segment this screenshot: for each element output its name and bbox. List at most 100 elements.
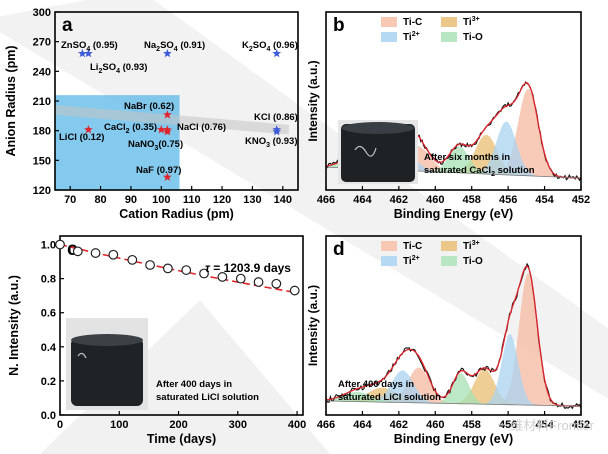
x-tick-label: 456 [499,419,517,431]
x-tick-label: 466 [317,419,335,431]
x-tick-label: 140 [274,194,292,206]
x-tick-label: 70 [64,194,76,206]
legend-swatch [441,32,457,42]
y-tick-label: 210 [33,96,51,108]
legend-label: Ti2+ [403,255,420,267]
x-tick-label: 110 [183,194,201,206]
y-axis-label: Intensity (a.u.) [306,285,320,366]
vial-image [71,338,143,406]
x-tick-label: 462 [390,419,408,431]
y-tick-label: 150 [33,155,51,167]
fit-envelope [325,265,581,407]
y-tick-label: 120 [33,185,51,197]
x-tick-label: 458 [463,419,481,431]
x-tick-label: 80 [94,194,106,206]
data-point [253,277,264,287]
x-tick-label: 100 [152,194,170,206]
y-axis-label: N. Intensity (a.u.) [7,275,21,376]
legend-label: Ti2+ [403,31,420,43]
x-tick-label: 454 [535,419,554,431]
x-tick-label: 100 [110,419,128,431]
x-axis-label: Binding Energy (eV) [394,207,513,221]
vial-rim [342,122,414,134]
axes-frame [59,235,304,416]
vial-rim [71,334,143,346]
annotation-nabr: NaBr (0.62) [124,101,174,112]
axes-frame [325,235,582,416]
axes-frame [325,11,582,191]
annotation-na2so4: Na2SO4 (0.91) [144,40,205,53]
legend-label: Ti3+ [463,16,480,28]
gray-band [55,104,289,135]
peak-Ti-O [326,391,581,407]
data-point [235,273,246,284]
panel-letter: b [333,15,345,36]
y-tick-label: 270 [33,37,51,49]
x-tick-label: 464 [353,419,372,431]
legend-label: Ti-C [403,17,422,28]
y-tick-label: 0.2 [41,376,56,388]
legend-label: Ti3+ [463,240,480,252]
data-point [289,285,300,296]
data-point [181,265,192,275]
x-tick-label: 452 [572,419,590,431]
data-point [217,272,228,282]
y-tick-label: 0.6 [41,308,56,320]
data-point [199,268,209,279]
legend-swatch [381,241,397,251]
y-tick-label: 0.8 [41,274,56,286]
x-tick-label: 452 [572,194,590,206]
data-point [163,48,172,58]
panel-letter: d [333,239,345,260]
annotation-znso4: ZnSO4 (0.95) [61,40,118,53]
x-tick-label: 460 [426,419,444,431]
legend-label: Ti-C [403,241,422,252]
x-tick-label: 456 [499,194,517,206]
data-point [55,239,65,250]
annotation-li2so4: Li2SO4 (0.93) [90,62,147,75]
data-point [84,48,93,58]
annotation-nano3: NaNO3(0.75) [128,139,183,152]
x-tick-label: 130 [243,194,261,206]
y-tick-label: 300 [33,7,51,19]
panel-c: 0 100 200 300 400 0.0 0.2 0.4 0.6 0.8 1.0 Time (day… [7,235,306,446]
fit-label: τ = 1203.9 days [205,261,291,275]
data-point [163,110,172,119]
x-tick-label: 464 [353,194,372,206]
annotation-kno3: KNO3 (0.93) [245,136,298,149]
peak-Ti2+ [326,370,581,407]
data-point [145,260,155,270]
legend-swatch [441,256,457,266]
data-point [272,127,282,136]
y-axis-label: Intensity (a.u.) [306,60,320,141]
data-point [156,125,166,134]
inset-caption-line1: After 400 days in [338,379,414,390]
x-tick-label: 0 [57,419,63,431]
peak-Ti-O [326,373,581,407]
data-point [127,254,138,265]
vial-label [77,352,87,359]
annotation-naf: NaF (0.97) [136,165,181,176]
vial-image [341,124,415,182]
y-tick-label: 240 [33,66,51,78]
inset-caption-line2: saturated CaCl2 solution [424,165,535,178]
data-point [77,48,87,58]
inset-caption-line1: After 400 days in [156,379,232,390]
annotation-licl: LiCl (0.12) [59,132,104,143]
annotation-k2so4: K2SO4 (0.96) [242,40,298,53]
legend-swatch [381,32,397,42]
data-point [272,48,282,58]
y-tick-label: 0.4 [41,342,57,354]
x-tick-label: 300 [229,419,247,431]
data-point [271,278,282,289]
x-tick-label: 400 [288,419,306,431]
data-point [72,246,83,257]
data-point [163,127,172,136]
legend-swatch [381,17,397,27]
data-point [90,248,101,258]
peak-Ti2+ [326,333,581,407]
data-point [84,125,93,134]
annotation-nacl: NaCl (0.76) [177,122,226,133]
legend-swatch [441,17,457,27]
